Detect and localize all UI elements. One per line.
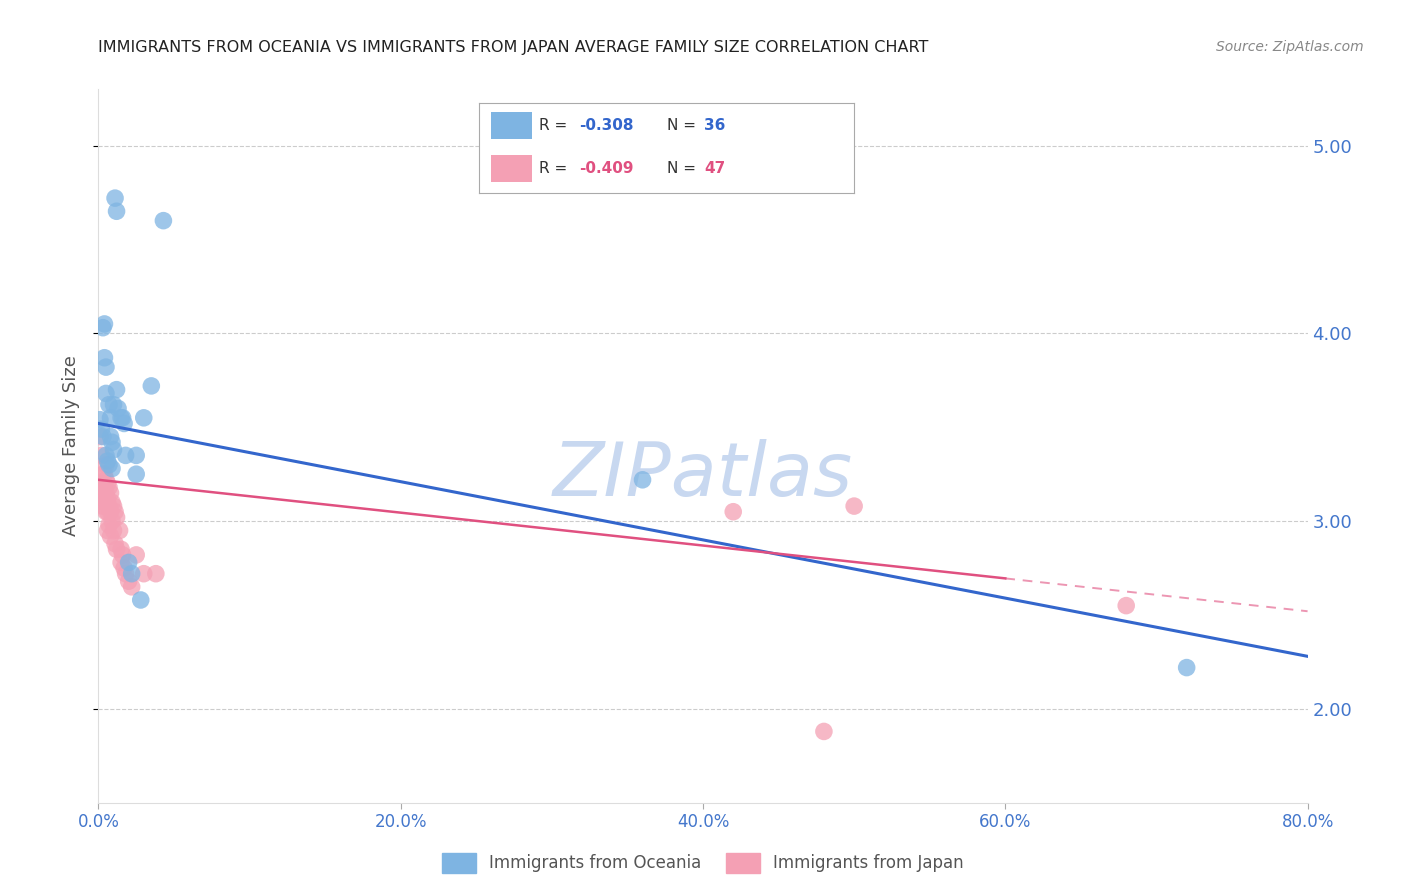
Point bbox=[100, 529, 122, 543]
Point bbox=[98, 499, 121, 513]
Point bbox=[93, 351, 115, 365]
Point bbox=[104, 191, 127, 205]
Point bbox=[121, 580, 143, 594]
Point bbox=[132, 566, 155, 581]
Point bbox=[90, 422, 112, 436]
Point bbox=[152, 213, 174, 227]
Point bbox=[91, 491, 114, 506]
Point bbox=[94, 386, 117, 401]
Point bbox=[1115, 599, 1137, 613]
Point bbox=[101, 514, 124, 528]
Point bbox=[1175, 660, 1198, 674]
Point bbox=[100, 505, 122, 519]
Point bbox=[101, 461, 124, 475]
Point bbox=[114, 449, 136, 463]
Point bbox=[141, 379, 163, 393]
Point bbox=[114, 566, 136, 581]
Point bbox=[94, 458, 117, 472]
Point bbox=[94, 449, 117, 463]
Point bbox=[110, 410, 132, 425]
Point bbox=[91, 499, 114, 513]
Point bbox=[129, 593, 152, 607]
Point bbox=[103, 524, 125, 538]
Point bbox=[96, 524, 118, 538]
Point bbox=[111, 410, 134, 425]
Point bbox=[631, 473, 654, 487]
Point bbox=[101, 435, 124, 450]
Point bbox=[103, 442, 125, 457]
Point bbox=[93, 495, 115, 509]
Point bbox=[105, 510, 128, 524]
Point bbox=[145, 566, 167, 581]
Point bbox=[93, 467, 115, 482]
Point bbox=[100, 429, 122, 443]
Point bbox=[111, 548, 134, 562]
Point bbox=[844, 499, 866, 513]
Point bbox=[93, 480, 115, 494]
Point bbox=[107, 401, 129, 416]
Point bbox=[93, 317, 115, 331]
Point bbox=[89, 413, 111, 427]
Point bbox=[110, 542, 132, 557]
Point bbox=[118, 574, 141, 589]
Point bbox=[94, 486, 117, 500]
Point bbox=[125, 467, 148, 482]
Point bbox=[104, 536, 127, 550]
Point bbox=[96, 505, 118, 519]
Legend: Immigrants from Oceania, Immigrants from Japan: Immigrants from Oceania, Immigrants from… bbox=[436, 847, 970, 880]
Point bbox=[98, 398, 121, 412]
Point bbox=[98, 458, 121, 472]
Point bbox=[108, 524, 131, 538]
Point bbox=[100, 486, 122, 500]
Point bbox=[813, 724, 835, 739]
Point bbox=[90, 480, 112, 494]
Point bbox=[90, 449, 112, 463]
Point bbox=[723, 505, 745, 519]
Point bbox=[94, 473, 117, 487]
Point bbox=[98, 480, 121, 494]
Point bbox=[125, 449, 148, 463]
Point bbox=[121, 566, 143, 581]
Point bbox=[91, 429, 114, 443]
Point bbox=[101, 495, 124, 509]
Y-axis label: Average Family Size: Average Family Size bbox=[62, 356, 80, 536]
Point bbox=[100, 410, 122, 425]
Point bbox=[110, 556, 132, 570]
Point bbox=[94, 360, 117, 375]
Point bbox=[98, 517, 121, 532]
Point bbox=[91, 320, 114, 334]
Point bbox=[112, 561, 135, 575]
Point bbox=[91, 467, 114, 482]
Point bbox=[96, 491, 118, 506]
Point bbox=[89, 476, 111, 491]
Point bbox=[105, 383, 128, 397]
Point bbox=[89, 429, 111, 443]
Point bbox=[105, 542, 128, 557]
Point bbox=[132, 410, 155, 425]
Point bbox=[118, 556, 141, 570]
Point bbox=[96, 476, 118, 491]
Point bbox=[103, 499, 125, 513]
Point bbox=[96, 454, 118, 468]
Point bbox=[103, 398, 125, 412]
Point bbox=[112, 417, 135, 431]
Point bbox=[104, 505, 127, 519]
Text: Source: ZipAtlas.com: Source: ZipAtlas.com bbox=[1216, 40, 1364, 54]
Text: IMMIGRANTS FROM OCEANIA VS IMMIGRANTS FROM JAPAN AVERAGE FAMILY SIZE CORRELATION: IMMIGRANTS FROM OCEANIA VS IMMIGRANTS FR… bbox=[98, 40, 929, 55]
Point bbox=[125, 548, 148, 562]
Point bbox=[94, 505, 117, 519]
Point bbox=[105, 204, 128, 219]
Text: ZIPatlas: ZIPatlas bbox=[553, 439, 853, 510]
